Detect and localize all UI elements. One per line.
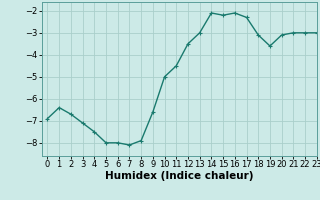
X-axis label: Humidex (Indice chaleur): Humidex (Indice chaleur) [105,171,253,181]
